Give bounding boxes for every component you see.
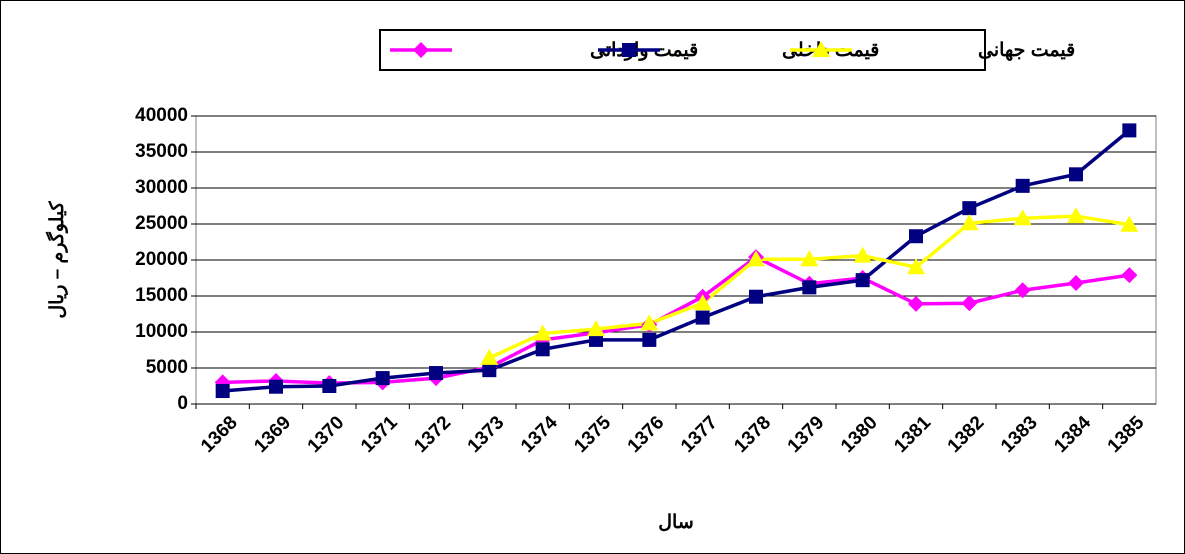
x-axis-title: سال <box>658 512 694 533</box>
data-point <box>695 310 710 325</box>
y-axis-title: کیلوگرم – ریال <box>45 200 68 318</box>
data-point <box>215 384 230 399</box>
data-point <box>589 332 603 347</box>
y-tick-label: 30000 <box>135 177 188 198</box>
y-tick-label: 40000 <box>135 105 188 126</box>
data-point <box>962 201 977 216</box>
data-point <box>322 379 337 393</box>
data-point <box>1013 209 1032 226</box>
y-tick-label: 20000 <box>135 249 188 270</box>
data-point <box>855 273 870 288</box>
data-point <box>800 250 819 267</box>
data-point <box>535 342 550 357</box>
legend-box <box>379 29 986 71</box>
y-tick-label: 15000 <box>135 285 188 306</box>
data-point <box>1067 207 1085 224</box>
data-point <box>1015 178 1030 193</box>
y-tick-label: 10000 <box>135 321 188 342</box>
data-point <box>693 294 712 311</box>
data-point <box>961 295 978 312</box>
data-point <box>587 320 605 337</box>
data-point <box>375 371 390 386</box>
data-point <box>1120 215 1139 232</box>
y-tick-label: 25000 <box>135 213 188 234</box>
data-point <box>908 295 924 312</box>
series-line <box>222 129 1131 393</box>
data-point <box>960 214 979 231</box>
data-point <box>747 250 765 267</box>
y-tick-label: 0 <box>177 393 188 414</box>
data-point <box>853 246 872 263</box>
legend-marker <box>413 42 429 58</box>
data-point <box>1122 123 1137 138</box>
data-point <box>482 363 497 378</box>
data-point <box>1121 267 1138 284</box>
data-point <box>533 324 552 341</box>
data-point <box>802 280 817 295</box>
data-point <box>1068 275 1084 292</box>
data-point <box>640 314 659 331</box>
y-tick-label: 35000 <box>135 141 188 162</box>
data-point <box>642 332 657 347</box>
data-point <box>749 289 763 304</box>
data-point <box>480 348 499 365</box>
data-point <box>909 229 923 244</box>
legend-marker <box>812 41 830 57</box>
legend-marker <box>622 43 636 57</box>
data-point <box>269 379 283 394</box>
data-point <box>429 366 443 381</box>
legend-label: قیمت جهانی <box>978 40 1075 61</box>
series-line <box>222 255 1130 385</box>
data-point <box>1069 167 1083 182</box>
data-point <box>907 258 925 275</box>
data-point <box>1014 282 1031 299</box>
y-tick-label: 5000 <box>146 357 188 378</box>
